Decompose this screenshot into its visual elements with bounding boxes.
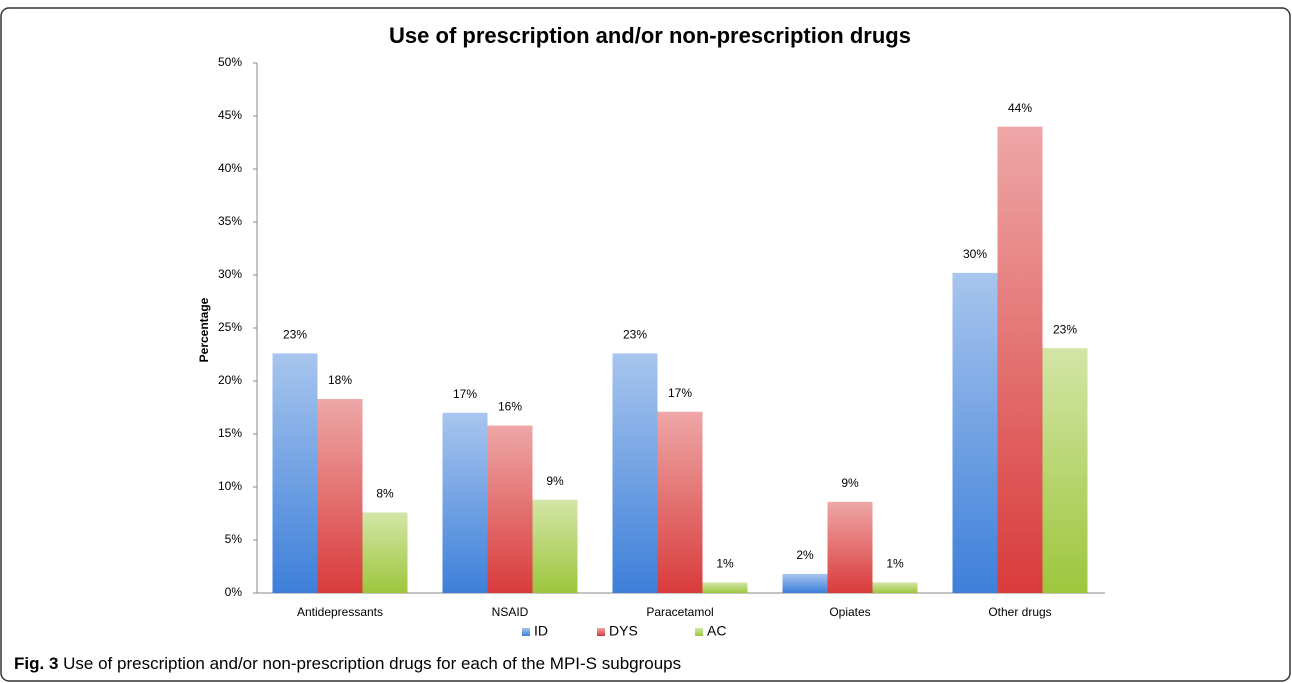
y-tick-label: 20% <box>218 373 242 387</box>
x-tick-label: NSAID <box>492 605 529 619</box>
y-tick-label: 10% <box>218 479 242 493</box>
value-label: 23% <box>623 328 647 342</box>
y-tick-label: 25% <box>218 320 242 334</box>
value-label: 16% <box>498 400 522 414</box>
legend-label: DYS <box>609 623 638 639</box>
value-label: 23% <box>283 328 307 342</box>
bar <box>362 512 408 593</box>
legend-label: ID <box>534 623 548 639</box>
x-tick-label: Antidepressants <box>297 605 383 619</box>
chart-title: Use of prescription and/or non-prescript… <box>389 23 911 48</box>
bar <box>872 582 918 593</box>
bar <box>827 501 873 593</box>
y-tick-label: 35% <box>218 214 242 228</box>
value-label: 9% <box>841 476 859 490</box>
bar <box>532 499 578 593</box>
y-tick-label: 50% <box>218 55 242 69</box>
legend-label: AC <box>707 623 726 639</box>
y-axis-label: Percentage <box>197 297 211 362</box>
value-label: 44% <box>1008 101 1032 115</box>
y-tick-label: 0% <box>225 585 243 599</box>
value-label: 17% <box>668 386 692 400</box>
bar <box>612 353 658 593</box>
value-label: 1% <box>716 557 734 571</box>
caption: Fig. 3 Use of prescription and/or non-pr… <box>14 654 681 673</box>
bar <box>442 412 488 593</box>
x-tick-label: Other drugs <box>988 605 1051 619</box>
bar <box>997 126 1043 593</box>
bar <box>272 353 318 593</box>
value-label: 18% <box>328 373 352 387</box>
y-tick-label: 5% <box>225 532 243 546</box>
y-tick-label: 30% <box>218 267 242 281</box>
value-label: 9% <box>546 474 564 488</box>
legend-swatch <box>597 628 605 636</box>
value-label: 1% <box>886 557 904 571</box>
bar <box>952 272 998 593</box>
value-label: 17% <box>453 387 477 401</box>
bar <box>657 411 703 593</box>
x-tick-label: Opiates <box>829 605 870 619</box>
y-tick-label: 45% <box>218 108 242 122</box>
value-label: 23% <box>1053 322 1077 336</box>
bar <box>487 425 533 593</box>
value-label: 2% <box>796 548 814 562</box>
bar <box>1042 348 1088 593</box>
legend-swatch <box>522 628 530 636</box>
caption-label: Fig. 3 <box>14 654 58 673</box>
value-label: 8% <box>376 487 394 501</box>
value-label: 30% <box>963 247 987 261</box>
x-tick-label: Paracetamol <box>646 605 713 619</box>
figure-border <box>0 7 1291 682</box>
y-tick-label: 15% <box>218 426 242 440</box>
bar <box>317 399 363 593</box>
caption-text: Use of prescription and/or non-prescript… <box>63 654 681 673</box>
y-tick-label: 40% <box>218 161 242 175</box>
legend-swatch <box>695 628 703 636</box>
bar <box>782 573 828 593</box>
bar <box>702 582 748 593</box>
